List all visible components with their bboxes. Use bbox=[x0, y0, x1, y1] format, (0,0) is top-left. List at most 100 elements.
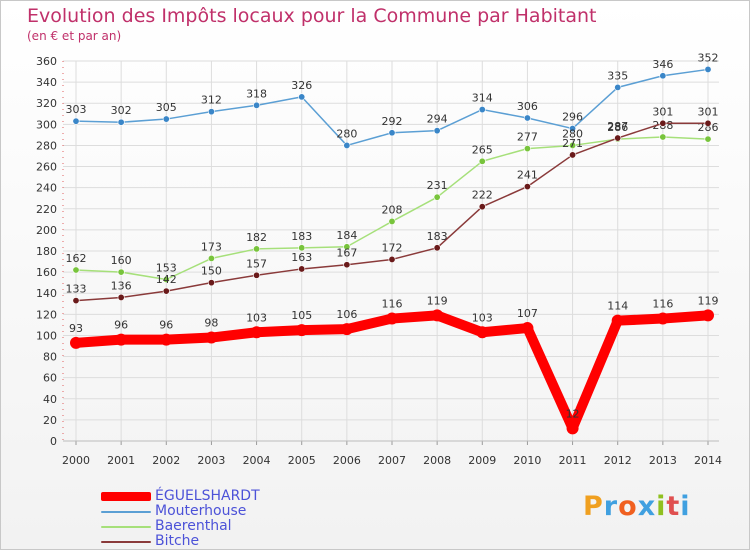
data-label: 96 bbox=[114, 319, 128, 332]
data-point bbox=[72, 297, 80, 305]
legend-label: Mouterhouse bbox=[155, 503, 247, 519]
chart-title: Evolution des Impôts locaux pour la Comm… bbox=[27, 5, 597, 27]
legend: ÉGUELSHARDT Mouterhouse Baerenthal Bitche bbox=[101, 489, 260, 549]
data-point bbox=[253, 101, 261, 109]
data-label: 153 bbox=[156, 262, 177, 275]
data-label: 305 bbox=[156, 101, 177, 114]
data-label: 106 bbox=[336, 308, 357, 321]
x-tick-label: 2001 bbox=[107, 454, 135, 467]
data-label: 286 bbox=[607, 121, 628, 134]
y-tick-label: 80 bbox=[43, 351, 57, 364]
data-label: 105 bbox=[291, 309, 312, 322]
data-point bbox=[523, 114, 531, 122]
data-label: 352 bbox=[698, 51, 719, 64]
y-tick-label: 160 bbox=[36, 266, 57, 279]
legend-swatch bbox=[101, 510, 151, 513]
data-point bbox=[388, 255, 396, 263]
data-label: 133 bbox=[66, 283, 87, 296]
data-label: 98 bbox=[204, 317, 218, 330]
y-tick-label: 300 bbox=[36, 118, 57, 131]
data-label: 287 bbox=[607, 120, 628, 133]
data-label: 173 bbox=[201, 240, 222, 253]
x-tick-label: 2010 bbox=[513, 454, 541, 467]
data-label: 182 bbox=[246, 231, 267, 244]
data-point bbox=[433, 244, 441, 252]
data-point bbox=[704, 65, 712, 73]
data-point bbox=[478, 106, 486, 114]
data-label: 163 bbox=[291, 251, 312, 264]
data-label: 119 bbox=[698, 294, 719, 307]
data-label: 241 bbox=[517, 169, 538, 182]
data-label: 294 bbox=[427, 113, 448, 126]
data-label: 116 bbox=[382, 298, 403, 311]
data-label: 280 bbox=[336, 127, 357, 140]
data-label: 326 bbox=[291, 79, 312, 92]
data-point bbox=[386, 312, 398, 325]
data-point bbox=[205, 331, 218, 344]
y-tick-label: 280 bbox=[36, 139, 57, 152]
data-point bbox=[250, 326, 263, 339]
legend-swatch bbox=[101, 525, 151, 528]
data-point bbox=[253, 245, 261, 253]
x-tick-label: 2013 bbox=[649, 454, 677, 467]
data-label: 119 bbox=[427, 294, 448, 307]
data-label: 306 bbox=[517, 100, 538, 113]
data-label: 301 bbox=[698, 105, 719, 118]
data-point bbox=[115, 333, 128, 346]
data-point bbox=[207, 108, 215, 116]
logo-letter: i bbox=[680, 491, 691, 522]
data-point bbox=[476, 326, 489, 339]
y-tick-label: 200 bbox=[36, 224, 57, 237]
y-tick-label: 320 bbox=[36, 97, 57, 110]
data-point bbox=[162, 287, 170, 295]
data-point bbox=[569, 151, 577, 159]
y-tick-label: 60 bbox=[43, 372, 57, 385]
data-label: 107 bbox=[517, 307, 538, 320]
x-tick-label: 2014 bbox=[694, 454, 722, 467]
data-point bbox=[659, 72, 667, 80]
legend-item: ÉGUELSHARDT bbox=[101, 489, 260, 504]
x-tick-label: 2004 bbox=[243, 454, 271, 467]
data-point bbox=[433, 193, 441, 201]
data-point bbox=[478, 203, 486, 211]
data-label: 150 bbox=[201, 265, 222, 278]
legend-label: Baerenthal bbox=[155, 518, 232, 534]
data-label: 12 bbox=[566, 407, 580, 420]
proxiti-logo: Proxiti bbox=[583, 491, 691, 522]
data-point bbox=[704, 119, 712, 127]
y-tick-label: 340 bbox=[36, 76, 57, 89]
x-tick-label: 2003 bbox=[197, 454, 225, 467]
data-point bbox=[523, 145, 531, 153]
data-label: 277 bbox=[517, 131, 538, 144]
data-point bbox=[614, 83, 622, 91]
data-label: 286 bbox=[698, 121, 719, 134]
legend-label: Bitche bbox=[155, 533, 200, 549]
data-label: 162 bbox=[66, 252, 87, 265]
data-label: 222 bbox=[472, 189, 493, 202]
data-point bbox=[611, 314, 624, 327]
data-point bbox=[343, 243, 351, 251]
data-label: 136 bbox=[111, 279, 132, 292]
data-point bbox=[72, 266, 80, 274]
x-tick-label: 2008 bbox=[423, 454, 451, 467]
data-label: 142 bbox=[156, 273, 177, 286]
x-tick-label: 2005 bbox=[288, 454, 316, 467]
legend-swatch bbox=[101, 540, 151, 543]
data-label: 292 bbox=[382, 115, 403, 128]
data-point bbox=[117, 293, 125, 301]
data-point bbox=[340, 323, 353, 336]
legend-item: Mouterhouse bbox=[101, 504, 260, 519]
data-point bbox=[388, 129, 396, 137]
data-label: 183 bbox=[291, 230, 312, 243]
x-tick-label: 2000 bbox=[62, 454, 90, 467]
data-label: 265 bbox=[472, 143, 493, 156]
data-point bbox=[656, 312, 669, 325]
data-label: 280 bbox=[562, 127, 583, 140]
data-point bbox=[162, 275, 170, 283]
data-label: 296 bbox=[562, 111, 583, 124]
data-point bbox=[659, 133, 667, 141]
data-point bbox=[702, 309, 714, 322]
data-label: 314 bbox=[472, 92, 493, 105]
data-label: 183 bbox=[427, 230, 448, 243]
